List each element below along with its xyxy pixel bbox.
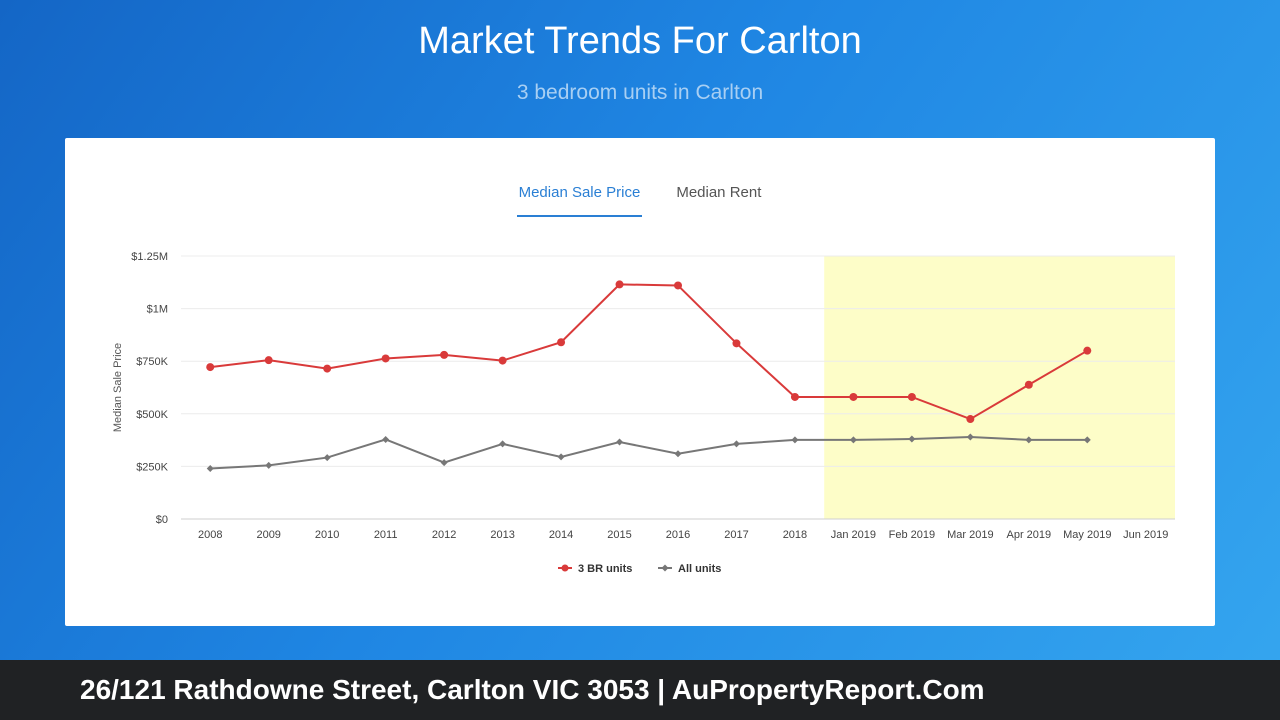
x-tick-label: Apr 2019 — [1006, 529, 1051, 541]
chart-card: Median Sale Price Median Rent $0 $250K $50… — [65, 138, 1215, 626]
chart-tabs: Median Sale Price Median Rent — [65, 182, 1215, 217]
x-tick-label: Mar 2019 — [947, 529, 993, 541]
page-subtitle: 3 bedroom units in Carlton — [516, 81, 764, 104]
legend-label: 3 BR units — [578, 563, 632, 575]
line-chart: $0 $250K $500K $750K $1M $1.25M 2008 2009 2010 20… — [112, 251, 1175, 575]
data-point — [908, 435, 916, 443]
page-title: Market Trends For Carlton — [418, 20, 862, 62]
series-line-0 — [210, 283, 1088, 421]
x-tick-label: 2018 — [783, 529, 807, 541]
data-point — [1083, 346, 1092, 355]
x-tick-label: 2009 — [256, 529, 280, 541]
data-point — [265, 461, 273, 469]
x-tick-label: 2010 — [315, 529, 339, 541]
x-tick-label: 2013 — [490, 529, 514, 541]
data-point — [206, 363, 215, 372]
data-point — [557, 338, 566, 347]
data-point — [907, 392, 916, 401]
data-point — [440, 459, 448, 467]
data-point — [791, 436, 799, 444]
data-point — [966, 415, 975, 424]
data-point — [966, 433, 974, 441]
data-point — [674, 281, 682, 290]
y-tick-label: $250K — [136, 461, 168, 473]
legend-marker — [561, 564, 569, 572]
y-tick-label: $500K — [136, 409, 168, 421]
data-point — [732, 339, 741, 348]
legend-label: All units — [678, 563, 721, 575]
data-point — [849, 436, 857, 444]
data-point — [732, 440, 740, 448]
y-tick-label: $1M — [147, 304, 168, 316]
y-tick-label: $750K — [136, 356, 168, 368]
legend-marker — [661, 564, 669, 572]
tab-median-sale-price[interactable]: Median Sale Price — [516, 182, 643, 217]
tab-median-rent[interactable]: Median Rent — [676, 184, 762, 201]
data-point — [440, 350, 449, 359]
data-point — [498, 356, 507, 365]
x-tick-label: 2015 — [607, 529, 631, 541]
x-tick-label: Jan 2019 — [831, 529, 876, 541]
x-tick-label: May 2019 — [1063, 529, 1111, 541]
data-point — [323, 454, 331, 462]
data-point — [615, 280, 624, 289]
footer-bar: 26/121 Rathdowne Street, Carlton VIC 305… — [0, 660, 1280, 720]
series-line-1 — [210, 435, 1088, 470]
data-point — [382, 435, 390, 443]
x-tick-label: 2011 — [374, 529, 398, 541]
footer-address: 26/121 Rathdowne Street, Carlton VIC 305… — [80, 674, 985, 705]
x-tick-label: 2012 — [432, 529, 456, 541]
data-point — [323, 364, 332, 373]
data-point — [1083, 436, 1091, 444]
data-point — [1024, 380, 1033, 389]
x-tick-label: 2017 — [724, 529, 748, 541]
y-tick-label: $1.25M — [131, 251, 168, 263]
data-point — [206, 465, 214, 473]
y-axis-label: Median Sale Price — [112, 343, 124, 432]
x-tick-label: Feb 2019 — [889, 529, 935, 541]
data-point — [674, 450, 682, 458]
highlight-region — [824, 256, 1175, 519]
data-point — [1025, 436, 1033, 444]
data-point — [557, 453, 565, 461]
data-point — [616, 438, 624, 446]
x-tick-label: 2014 — [549, 529, 573, 541]
data-point — [381, 354, 390, 363]
x-tick-label: 2016 — [666, 529, 690, 541]
x-tick-label: Jun 2019 — [1123, 529, 1168, 541]
data-point — [499, 440, 507, 448]
y-tick-label: $0 — [156, 514, 168, 526]
data-point — [849, 392, 858, 401]
data-point — [264, 356, 273, 365]
data-point — [790, 392, 799, 401]
x-tick-label: 2008 — [198, 529, 222, 541]
